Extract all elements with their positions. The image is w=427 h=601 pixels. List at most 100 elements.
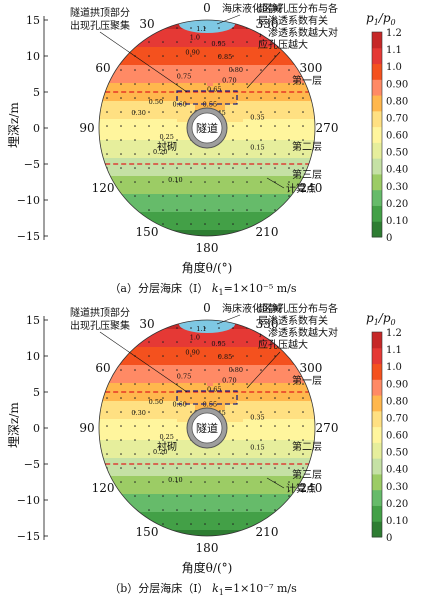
colorbar-tick: 0.20 bbox=[386, 199, 408, 210]
colorbar-tick: 0.10 bbox=[386, 516, 408, 527]
angle-label: 210 bbox=[256, 525, 279, 539]
annotation-calc-point: 计算点 bbox=[286, 482, 316, 495]
contour-label: 1.1 bbox=[196, 325, 206, 333]
angle-label: 120 bbox=[92, 181, 115, 195]
colorbar-tick: 0.50 bbox=[386, 148, 408, 159]
angle-label: 0 bbox=[203, 1, 211, 15]
colorbar-tick: 1.1 bbox=[386, 345, 402, 356]
y-tick-label: 15 bbox=[26, 14, 40, 27]
colorbar: 1.2 1.1 1.0 0.90 0.80 0.70 0.60 0.50 0.40 0.30 0.2… bbox=[366, 11, 408, 244]
crown-box bbox=[176, 390, 238, 405]
liquefaction-zone bbox=[179, 320, 235, 333]
colorbar-tick: 0 bbox=[386, 233, 392, 244]
colorbar-tick: 1.0 bbox=[386, 362, 402, 373]
annotation-seepage: 应孔压越大 bbox=[258, 338, 308, 351]
colorbar-tick: 0.90 bbox=[386, 379, 408, 390]
colorbar-tick: 1.1 bbox=[386, 45, 402, 56]
contour-label: 1.0 bbox=[190, 333, 200, 341]
angle-label: 330 bbox=[256, 17, 279, 31]
contour-label: 0.20 bbox=[153, 148, 167, 156]
contour-label: 0.80 bbox=[229, 366, 243, 374]
contour-label: 0.35 bbox=[250, 113, 264, 121]
angle-label: 90 bbox=[79, 121, 94, 135]
caption: （b）分层海床（Ⅰ） k1=1×10⁻⁷ m/s bbox=[109, 581, 297, 597]
colorbar-tick: 0.90 bbox=[386, 79, 408, 90]
seabed-boundary bbox=[98, 319, 316, 537]
contour-label: 0.70 bbox=[222, 377, 236, 385]
contour-label: 0.90 bbox=[185, 49, 199, 57]
annotation-seepage: 应孔压越大 bbox=[258, 38, 308, 51]
angle-label: 180 bbox=[196, 541, 219, 555]
contour-label: 0.95 bbox=[211, 340, 225, 348]
y-tick-label: 15 bbox=[26, 314, 40, 327]
colorbar-tick: 0.30 bbox=[386, 482, 408, 493]
contour-label: 0.50 bbox=[149, 398, 163, 406]
angle-label: 270 bbox=[316, 121, 339, 135]
colorbar-tick: 0.40 bbox=[386, 465, 408, 476]
angle-label: 90 bbox=[79, 421, 94, 435]
contour-label: 0.25 bbox=[159, 133, 173, 141]
contour-label: 0.90 bbox=[185, 349, 199, 357]
annotation-calc-point: 计算点 bbox=[286, 182, 316, 195]
colorbar-tick: 0.80 bbox=[386, 96, 408, 107]
contour-label: 0.10 bbox=[168, 176, 182, 184]
contour-label: 0.30 bbox=[131, 409, 145, 417]
y-tick-label: 10 bbox=[26, 50, 40, 63]
colorbar-title: p1/p0 bbox=[366, 11, 396, 27]
contour-label: 1.1 bbox=[196, 25, 206, 33]
annotation-lining: 衬砌 bbox=[157, 140, 177, 153]
angle-label: 300 bbox=[299, 361, 322, 375]
tunnel-label: 隧道 bbox=[196, 121, 218, 135]
y-tick-label: 5 bbox=[33, 86, 40, 99]
layer-label-1: 第一层 bbox=[292, 74, 322, 87]
angle-label: 240 bbox=[299, 181, 322, 195]
angle-label: 330 bbox=[256, 317, 279, 331]
layer-label-2: 第二层 bbox=[292, 140, 322, 153]
angle-label: 210 bbox=[256, 225, 279, 239]
contour-label: 0.95 bbox=[211, 40, 225, 48]
colorbar-tick: 0.50 bbox=[386, 448, 408, 459]
contour-label: 0.50 bbox=[149, 98, 163, 106]
colorbar-tick: 0.70 bbox=[386, 113, 408, 124]
chart-panel-b: 1.11.00.950.900.850.800.750.700.650.60 0.… bbox=[7, 301, 408, 597]
colorbar-tick: 1.2 bbox=[386, 28, 402, 39]
angle-label: 300 bbox=[299, 61, 322, 75]
angle-label: 0 bbox=[203, 301, 211, 315]
colorbar-tick: 1.0 bbox=[386, 62, 402, 73]
layer-label-2: 第二层 bbox=[292, 440, 322, 453]
angle-label: 60 bbox=[95, 361, 110, 375]
x-axis-label: 角度θ/(°) bbox=[182, 560, 233, 575]
annotation-arch: 隧道拱顶部分出现孔压聚集 bbox=[70, 306, 130, 332]
tunnel-interior bbox=[191, 112, 223, 144]
colorbar-tick: 0.70 bbox=[386, 413, 408, 424]
y-axis-label: 埋深z/m bbox=[7, 102, 21, 148]
annotation-seepage: 层渗透系数有关 bbox=[258, 14, 328, 27]
angle-label: 150 bbox=[136, 525, 159, 539]
colorbar-tick: 0.80 bbox=[386, 396, 408, 407]
colorbar-tick: 0.30 bbox=[386, 182, 408, 193]
annotation-lining: 衬砌 bbox=[157, 440, 177, 453]
colorbar-tick: 1.2 bbox=[386, 328, 402, 339]
y-tick-label: 0 bbox=[33, 122, 40, 135]
colorbar-title: p1/p0 bbox=[366, 311, 396, 327]
contour-label: 0.15 bbox=[250, 144, 264, 152]
contour-label: 0.35 bbox=[250, 413, 264, 421]
annotation-liquefaction: 海床液化区域 bbox=[222, 2, 282, 15]
contour-label: 0.75 bbox=[177, 372, 191, 380]
contour-label: 0.80 bbox=[229, 66, 243, 74]
y-tick-label: 5 bbox=[33, 386, 40, 399]
contour-label: 0.15 bbox=[250, 444, 264, 452]
angle-label: 240 bbox=[299, 481, 322, 495]
annotation-seepage: 超静孔压分布与各 bbox=[258, 302, 338, 315]
contour-label: 0.20 bbox=[153, 448, 167, 456]
contour-label: 0.65 bbox=[207, 85, 221, 93]
y-axis-label: 埋深z/m bbox=[7, 402, 21, 448]
liquefaction-zone bbox=[179, 20, 235, 33]
caption: （a）分层海床（Ⅰ） k1=1×10⁻⁵ m/s bbox=[109, 281, 296, 297]
contour-label: 0.25 bbox=[159, 433, 173, 441]
y-tick-label: −15 bbox=[17, 530, 40, 543]
crown-box bbox=[176, 90, 238, 105]
annotation-liquefaction: 海床液化区域 bbox=[222, 302, 282, 315]
layer-label-3: 第三层 bbox=[292, 168, 322, 181]
y-tick-label: −10 bbox=[17, 194, 40, 207]
